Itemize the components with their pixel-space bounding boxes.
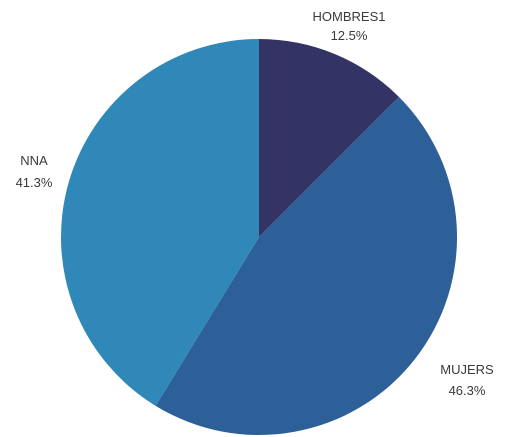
slice-name-label-0: HOMBRES1 [313, 9, 386, 24]
pie-slice-nna [61, 39, 259, 406]
slice-value-label-1: 46.3% [449, 383, 486, 398]
pie-slice-mujers [155, 96, 458, 436]
pie-slices [61, 39, 458, 436]
slice-name-label-2: NNA [20, 153, 48, 168]
pie-labels: HOMBRES1 12.5% MUJERS 46.3% NNA 41.3% [16, 9, 494, 398]
slice-name-label-1: MUJERS [440, 362, 494, 377]
slice-value-label-2: 41.3% [16, 175, 53, 190]
pie-slice-hombres1 [259, 39, 399, 237]
slice-value-label-0: 12.5% [331, 28, 368, 43]
